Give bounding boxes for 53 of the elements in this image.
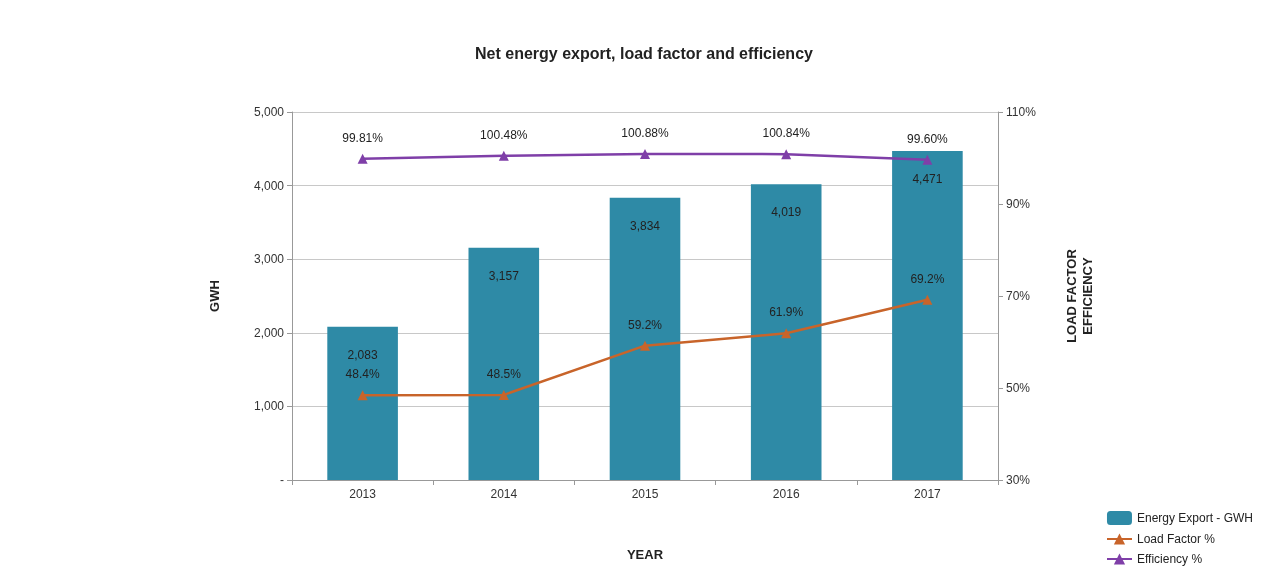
y2-tick-label: 30% bbox=[1006, 473, 1031, 487]
data-label: 99.81% bbox=[342, 130, 384, 145]
y-tick-label: 1,000 bbox=[253, 399, 285, 414]
data-label: 100.84% bbox=[762, 126, 811, 141]
bar bbox=[327, 326, 398, 480]
y-axis-title: GWH bbox=[206, 280, 222, 312]
y2-tick-label: 90% bbox=[1006, 197, 1031, 211]
point bbox=[922, 294, 933, 305]
data-label: 100.48% bbox=[480, 127, 528, 142]
x-tick-label: 2013 bbox=[349, 487, 377, 501]
data-label: 3,834 bbox=[629, 218, 661, 233]
data-label: 100.88% bbox=[621, 125, 670, 140]
bar bbox=[750, 184, 822, 480]
x-tick-label: 2016 bbox=[772, 487, 800, 501]
point bbox=[922, 154, 933, 165]
point bbox=[640, 148, 650, 159]
y2-tick-label: 50% bbox=[1006, 381, 1031, 395]
x-tick-label: 2014 bbox=[490, 487, 518, 501]
data-label: 3,157 bbox=[488, 268, 520, 283]
point bbox=[640, 340, 650, 351]
point bbox=[357, 153, 368, 164]
point bbox=[498, 389, 509, 400]
y2-tick-label: 70% bbox=[1006, 289, 1031, 303]
bar bbox=[609, 197, 681, 480]
chart-title: Net energy export, load factor and efficiency bbox=[475, 44, 814, 62]
data-label: 59.2% bbox=[627, 317, 663, 332]
bar bbox=[468, 247, 540, 480]
data-label: 48.4% bbox=[345, 367, 380, 382]
y2-axis-title: LOAD FACTOR EFFICIENCY bbox=[1063, 248, 1095, 343]
data-label: 61.9% bbox=[769, 305, 804, 320]
y-tick-label: 2,000 bbox=[253, 325, 285, 340]
legend-label: Energy Export - GWH bbox=[1136, 511, 1253, 525]
x-tick-label: 2015 bbox=[631, 487, 659, 501]
data-label: 48.5% bbox=[486, 366, 522, 381]
data-label: 69.2% bbox=[910, 271, 945, 286]
data-label: 4,019 bbox=[771, 205, 802, 220]
y2-tick-label: 110% bbox=[1006, 105, 1037, 119]
y-tick-label: 5,000 bbox=[253, 105, 285, 119]
point bbox=[498, 150, 509, 161]
legend-label: Efficiency % bbox=[1136, 552, 1203, 566]
point bbox=[781, 149, 792, 160]
bar bbox=[892, 150, 963, 480]
data-label: 4,471 bbox=[912, 171, 943, 186]
y-tick-label: 3,000 bbox=[253, 252, 285, 267]
point bbox=[357, 390, 368, 401]
x-axis-title: YEAR bbox=[626, 547, 664, 562]
data-label: 99.60% bbox=[907, 131, 949, 146]
point bbox=[781, 328, 792, 339]
y-tick-label: - bbox=[280, 473, 284, 487]
y-tick-label: 4,000 bbox=[253, 178, 285, 193]
data-label: 2,083 bbox=[347, 347, 378, 362]
x-tick-label: 2017 bbox=[914, 487, 942, 501]
legend-label: Load Factor % bbox=[1136, 532, 1216, 546]
